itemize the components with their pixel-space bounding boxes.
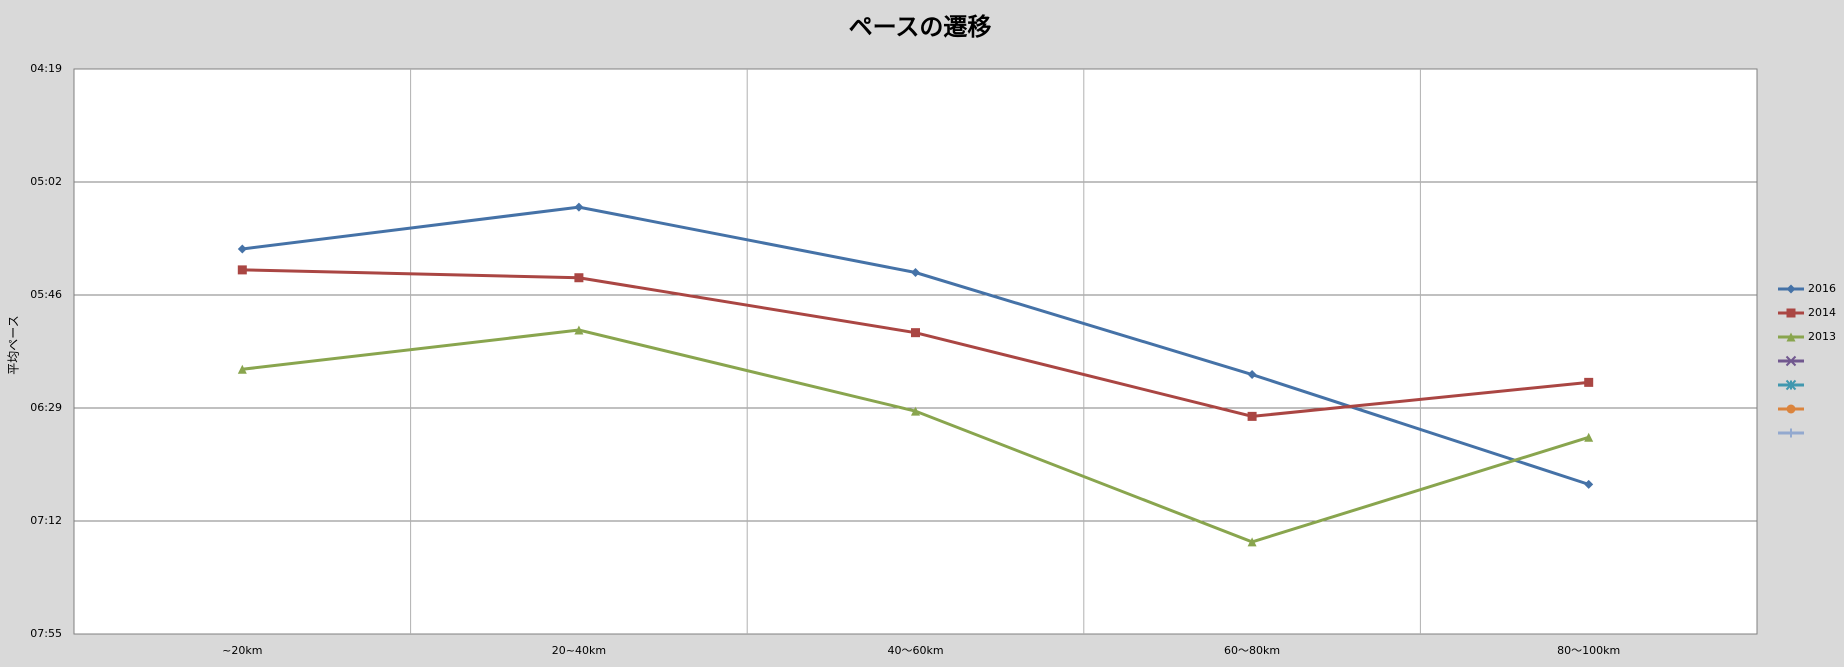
marker: [574, 202, 584, 212]
marker: [1785, 379, 1797, 391]
marker: [911, 268, 920, 278]
marker: [1584, 479, 1594, 489]
x-tick-label: ~20km: [222, 644, 262, 657]
marker: [237, 265, 247, 275]
marker: [574, 273, 584, 283]
marker: [1584, 432, 1594, 442]
x-tick-label: 60～80km: [1224, 644, 1280, 657]
plot-area: [73, 68, 1758, 635]
marker: [911, 328, 920, 338]
legend-label: 2014: [1808, 306, 1836, 319]
marker: [1584, 377, 1594, 387]
y-tick-label: 05:46: [30, 288, 62, 301]
marker: [1247, 370, 1257, 380]
y-axis-title: 平均ペース: [7, 315, 21, 374]
y-tick-label: 04:19: [30, 62, 62, 75]
marker: [237, 244, 247, 254]
legend-label: 2016: [1808, 282, 1836, 295]
marker: [1247, 411, 1257, 421]
marker: [911, 406, 920, 416]
x-tick-label: 40～60km: [887, 644, 943, 657]
marker: [1786, 308, 1796, 318]
marker: [237, 364, 247, 374]
marker: [1786, 404, 1796, 414]
legend-label: 2013: [1808, 330, 1836, 343]
y-tick-label: 06:29: [30, 401, 62, 414]
marker: [574, 325, 584, 335]
marker: [1785, 355, 1797, 367]
y-tick-label: 07:12: [30, 514, 62, 527]
marker: [1786, 332, 1796, 342]
x-tick-label: 80～100km: [1557, 644, 1620, 657]
x-tick-label: 20~40km: [552, 644, 606, 657]
y-tick-label: 05:02: [30, 175, 62, 188]
marker: [1786, 284, 1796, 294]
marker: [1786, 428, 1796, 438]
y-tick-label: 07:55: [30, 627, 62, 640]
chart-title: ペースの遷移: [849, 13, 992, 41]
marker: [1247, 537, 1257, 547]
